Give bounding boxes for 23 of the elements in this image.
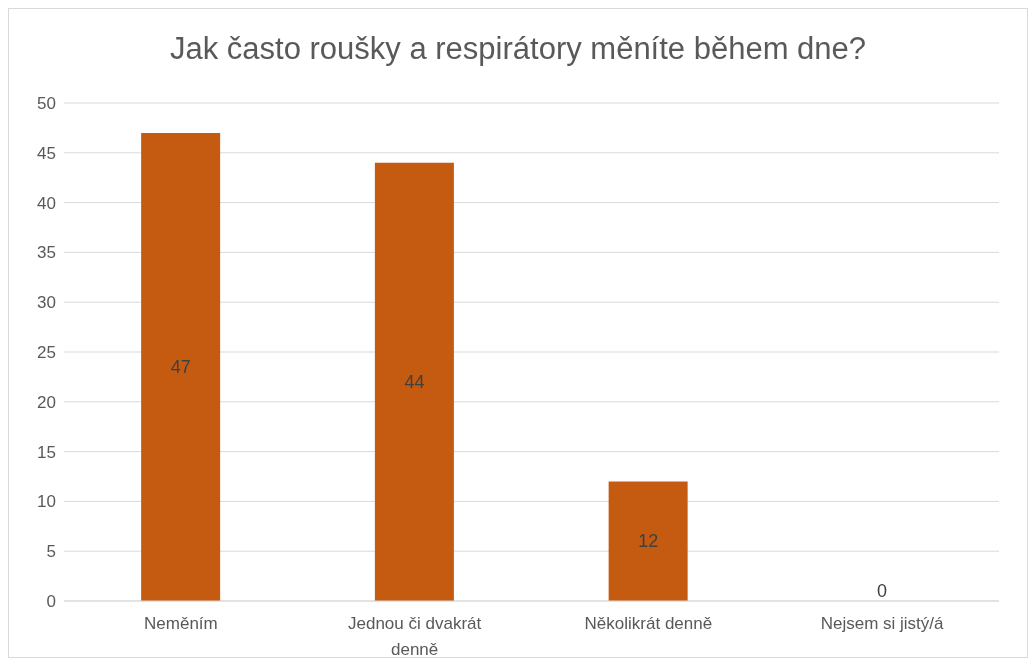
y-tick-label: 35 — [37, 243, 56, 263]
x-tick-label: Jednou či dvakrát denně — [348, 614, 482, 659]
y-tick-label: 5 — [46, 542, 56, 562]
bar — [141, 132, 221, 601]
y-tick-label: 25 — [37, 343, 56, 363]
x-tick-label: Nejsem si jistý/á — [820, 614, 945, 633]
y-tick-label: 50 — [37, 94, 56, 114]
data-label: 47 — [170, 356, 191, 377]
y-tick-label: 40 — [37, 193, 56, 213]
data-label: 44 — [404, 371, 425, 392]
data-label: 0 — [877, 581, 888, 601]
y-tick-label: 15 — [37, 442, 56, 462]
y-tick-label: 20 — [37, 392, 56, 412]
bar — [608, 481, 688, 601]
x-tick-label: Neměním — [144, 614, 218, 633]
y-tick-label: 30 — [37, 293, 56, 313]
x-tick-label: Několikrát denně — [584, 614, 713, 633]
bar — [374, 162, 454, 601]
y-tick-label: 0 — [46, 592, 56, 612]
y-tick-label: 10 — [37, 492, 56, 512]
data-label: 12 — [638, 531, 659, 552]
y-tick-label: 45 — [37, 143, 56, 163]
chart-title: Jak často roušky a respirátory měníte během dne? — [168, 30, 868, 68]
